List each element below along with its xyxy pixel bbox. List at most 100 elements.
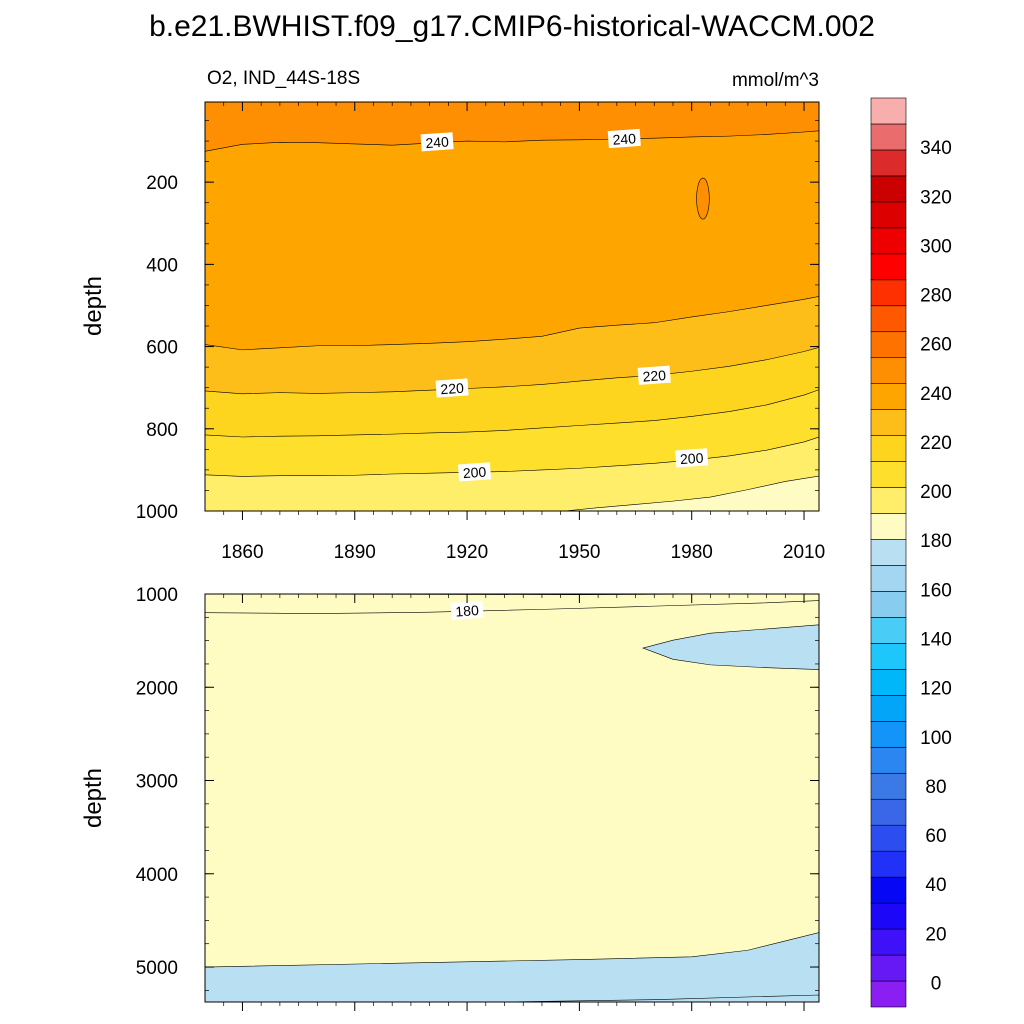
colorbar-swatch xyxy=(870,461,907,488)
colorbar-swatch xyxy=(870,435,907,462)
colorbar-swatch xyxy=(870,539,907,566)
colorbar-swatch xyxy=(870,798,907,826)
upper-y-ticks: 200 400 600 800 1000 xyxy=(136,120,819,523)
contour-label: 240 xyxy=(607,128,641,149)
contour-label: 200 xyxy=(457,462,492,482)
y-tick-label: 400 xyxy=(146,255,178,276)
colorbar-swatch xyxy=(870,902,907,930)
lower-x-ticks xyxy=(223,594,805,1011)
upper-plot-frame xyxy=(204,101,820,512)
band-170-180-top xyxy=(205,594,819,614)
contour-label-bg xyxy=(435,378,469,398)
band-180-190 xyxy=(564,476,819,511)
band-190-200 xyxy=(205,437,819,511)
contour-label-bg xyxy=(637,365,671,385)
contour-line-230 xyxy=(205,296,819,351)
upper-fills xyxy=(205,102,819,511)
colorbar-tick-label: 320 xyxy=(920,187,952,208)
colorbar-swatch xyxy=(870,175,907,203)
colorbar-swatch xyxy=(870,876,907,904)
contour-label-bg xyxy=(607,128,641,149)
colorbar-swatch xyxy=(870,772,907,800)
colorbar-swatch xyxy=(870,954,907,982)
y-tick-label: 4000 xyxy=(136,865,178,886)
colorbar-tick-label: 140 xyxy=(920,629,952,650)
y-tick-label: 1000 xyxy=(136,585,178,606)
contour-label: 240 xyxy=(420,132,454,152)
contour-line-200 xyxy=(205,436,819,477)
lower-panel: 180 1000 2000 3000 4000 5000 depth xyxy=(80,585,820,1011)
upper-contour-labels: 240 240 220 220 200 200 xyxy=(420,128,709,482)
colorbar-tick-label: 200 xyxy=(920,482,952,503)
colorbar-swatch xyxy=(870,331,907,359)
colorbar-tick-label: 100 xyxy=(920,728,952,749)
upper-y-axis-label: depth xyxy=(80,276,107,336)
colorbar-tick-label: 220 xyxy=(920,433,952,454)
upper-panel: O2, IND_44S-18S mmol/m^3 240 240220220200… xyxy=(80,68,825,563)
contour-label-bg xyxy=(420,132,454,152)
upper-subtitle-left: O2, IND_44S-18S xyxy=(207,68,360,89)
low-o2-region-1 xyxy=(205,932,819,1002)
colorbar-swatch xyxy=(870,695,907,722)
colorbar-swatch xyxy=(870,97,907,125)
y-tick-label: 2000 xyxy=(136,678,178,699)
colorbar-swatch xyxy=(870,487,907,514)
x-tick-label: 1950 xyxy=(558,542,600,563)
lower-contour-labels: 180 xyxy=(450,600,484,620)
contour-label-text: 220 xyxy=(440,380,465,398)
y-tick-label: 1000 xyxy=(136,502,178,523)
low-o2-region-0 xyxy=(642,624,819,670)
colorbar-swatch xyxy=(870,253,907,281)
contour-label: 200 xyxy=(675,448,709,468)
colorbar-tick-label: 40 xyxy=(925,875,946,896)
x-tick-label: 2010 xyxy=(783,542,825,563)
contour-label-bg xyxy=(457,462,492,482)
colorbar-swatch xyxy=(870,669,907,696)
colorbar-swatch xyxy=(870,746,907,774)
colorbar-tick-label: 120 xyxy=(920,679,952,700)
lower-plot-frame xyxy=(204,593,820,1003)
contour-label: 220 xyxy=(435,378,469,398)
x-tick-label: 1890 xyxy=(334,542,376,563)
colorbar-swatch xyxy=(870,824,907,852)
colorbar-tick-label: 180 xyxy=(920,531,952,552)
low-o2-region-2 xyxy=(504,994,819,1002)
upper-contour-lines xyxy=(205,130,819,511)
lower-y-axis-label: depth xyxy=(80,768,107,828)
colorbar: 0 20 40 60 80 100 120 140 160 180 200 220 240 260 280 3… xyxy=(870,97,952,1008)
colorbar-swatch xyxy=(870,279,907,307)
colorbar-tick-label: 240 xyxy=(920,384,952,405)
colorbar-swatch xyxy=(870,565,907,592)
contour-label-bg xyxy=(450,600,484,620)
colorbar-tick-label: 80 xyxy=(925,777,946,798)
colorbar-swatch xyxy=(870,980,907,1008)
colorbar-tick-label: 340 xyxy=(920,138,952,159)
y-tick-label: 800 xyxy=(146,420,178,441)
colorbar-swatch xyxy=(870,591,907,618)
lower-fills xyxy=(205,594,819,1002)
contour-line-210 xyxy=(205,389,819,438)
colorbar-swatch xyxy=(870,383,907,410)
contour-label-text: 200 xyxy=(679,450,704,468)
contour-line-240 xyxy=(205,130,819,152)
contour-label-text: 240 xyxy=(612,130,637,148)
x-tick-label: 1920 xyxy=(446,542,488,563)
contour-label-text: 180 xyxy=(455,602,480,620)
contour-label-text: 200 xyxy=(462,464,487,482)
colorbar-swatch xyxy=(870,721,907,748)
colorbar-tick-label: 0 xyxy=(931,973,942,994)
colorbar-swatch xyxy=(870,513,907,540)
upper-x-ticks: 1860 1890 1920 1950 1980 2010 xyxy=(221,102,825,563)
colorbar-swatch xyxy=(870,305,907,333)
contour-line-220 xyxy=(205,347,819,395)
contour-label-text: 240 xyxy=(425,133,450,151)
chart-title: b.e21.BWHIST.f09_g17.CMIP6-historical-WA… xyxy=(149,10,875,43)
closed-contour-240 xyxy=(696,177,710,220)
contour-line-180 xyxy=(205,600,819,614)
y-tick-label: 3000 xyxy=(136,772,178,793)
x-tick-label: 1860 xyxy=(221,542,263,563)
contour-label: 180 xyxy=(450,600,484,620)
colorbar-swatch xyxy=(870,643,907,670)
colorbar-tick-label: 20 xyxy=(925,924,946,945)
